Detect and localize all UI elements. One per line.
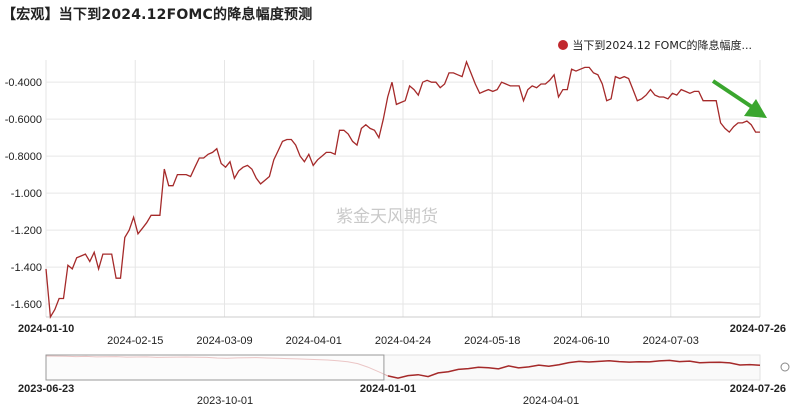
x-tick-label: 2024-02-15 (107, 335, 163, 347)
y-tick-label: -1.200 (11, 225, 42, 237)
navigator[interactable]: 2023-06-23 2024-07-26 2023-10-01 2024-01-01… (18, 354, 790, 407)
y-tick-label: -1.600 (11, 299, 42, 311)
x-tick-label: 2024-07-26 (730, 323, 786, 335)
legend-marker (558, 40, 569, 50)
navigator-mask[interactable] (45, 354, 385, 381)
series-line (45, 59, 760, 320)
x-axis: 2024-01-10 2024-02-15 2024-03-09 2024-04-01… (18, 316, 786, 347)
y-tick-label: -0.4000 (5, 77, 42, 89)
x-tick-label: 2024-03-09 (196, 335, 252, 347)
x-tick-label: 2024-04-01 (286, 335, 342, 347)
y-tick-label: -0.6000 (5, 114, 42, 126)
legend-label: 当下到2024.12 FOMC的降息幅度... (572, 39, 752, 52)
legend[interactable]: 当下到2024.12 FOMC的降息幅度... (558, 37, 752, 53)
chart-title: 【宏观】当下到2024.12FOMC的降息幅度预测 (2, 7, 313, 23)
x-tick-label: 2024-07-03 (643, 335, 699, 347)
arrow-head (744, 99, 767, 118)
y-axis: -0.4000 -0.6000 -0.8000 -1.000 -1.200 -1.400 -… (5, 77, 42, 311)
x-tick-label: 2024-05-18 (464, 335, 520, 347)
navigator-start-label: 2023-06-23 (18, 383, 74, 395)
watermark: 紫金天风期货 (336, 207, 438, 227)
arrow-shaft (711, 79, 754, 109)
x-tick-label: 2024-06-10 (553, 335, 609, 347)
trend-arrow-icon (711, 79, 767, 118)
y-tick-label: -1.000 (11, 188, 42, 200)
navigator-tick-label: 2024-01-01 (360, 383, 416, 395)
navigator-series-selected (387, 359, 761, 379)
x-tick-label: 2024-04-24 (375, 335, 431, 347)
grid (45, 60, 761, 317)
y-tick-label: -1.400 (11, 262, 42, 274)
navigator-end-label: 2024-07-26 (730, 383, 786, 395)
navigator-track (45, 354, 761, 381)
navigator-handle[interactable] (780, 362, 790, 372)
y-tick-label: -0.8000 (5, 151, 42, 163)
navigator-tick-label: 2024-04-01 (523, 395, 579, 407)
x-tick-label: 2024-01-10 (18, 323, 74, 335)
navigator-tick-label: 2023-10-01 (197, 395, 253, 407)
